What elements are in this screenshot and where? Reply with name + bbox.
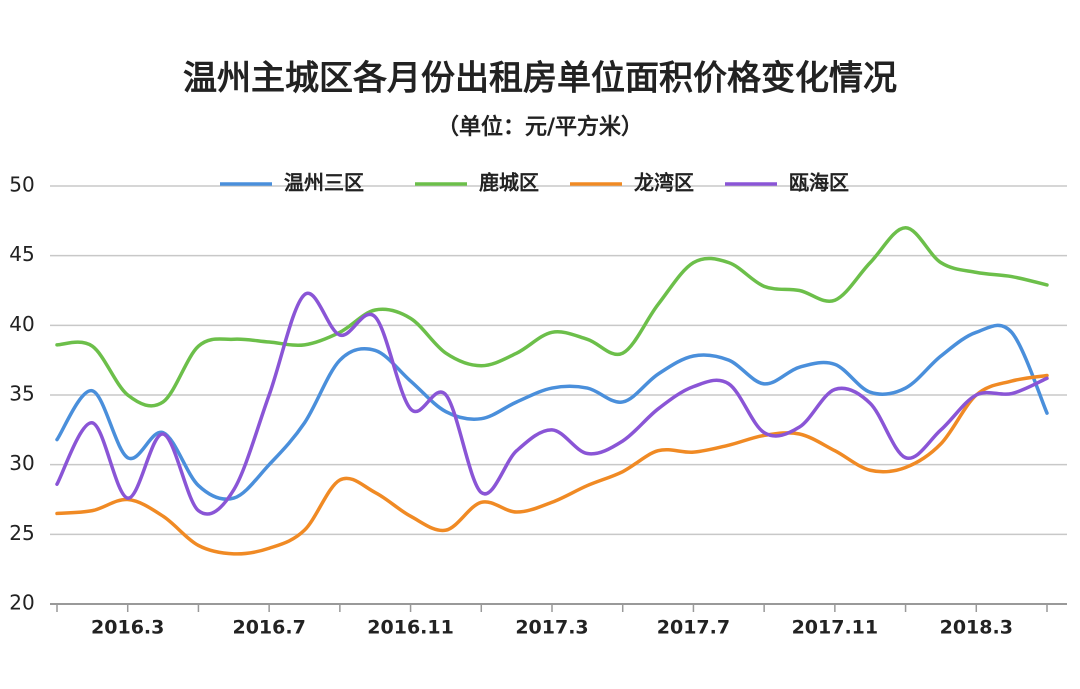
- legend-label: 鹿城区: [479, 171, 539, 195]
- y-tick-label: 25: [9, 521, 34, 545]
- series-line: [55, 226, 1049, 408]
- chart-title: 温州主城区各月份出租房单位面积价格变化情况: [183, 59, 897, 99]
- legend-label: 温州三区: [284, 171, 364, 195]
- x-tick-label: 2016.7: [232, 617, 305, 639]
- legend-label: 瓯海区: [789, 171, 849, 195]
- y-tick-label: 50: [9, 173, 34, 197]
- x-tick-label: 2017.7: [657, 617, 730, 639]
- y-tick-label: 35: [9, 382, 34, 406]
- y-tick-label: 20: [9, 591, 34, 615]
- legend-label: 龙湾区: [634, 171, 694, 195]
- y-tick-label: 40: [9, 312, 34, 336]
- y-tick-label: 45: [9, 242, 34, 266]
- y-tick-label: 30: [9, 451, 34, 475]
- x-tick-label: 2016.11: [367, 617, 454, 639]
- series-line: [55, 323, 1049, 501]
- x-tick-label: 2016.3: [91, 617, 164, 639]
- series-line: [55, 373, 1049, 556]
- x-tick-label: 2017.3: [515, 617, 588, 639]
- series-line: [55, 291, 1049, 516]
- x-tick-label: 2018.3: [940, 617, 1013, 639]
- x-tick-label: 2017.11: [792, 617, 879, 639]
- chart-subtitle: （单位：元/平方米）: [437, 114, 643, 140]
